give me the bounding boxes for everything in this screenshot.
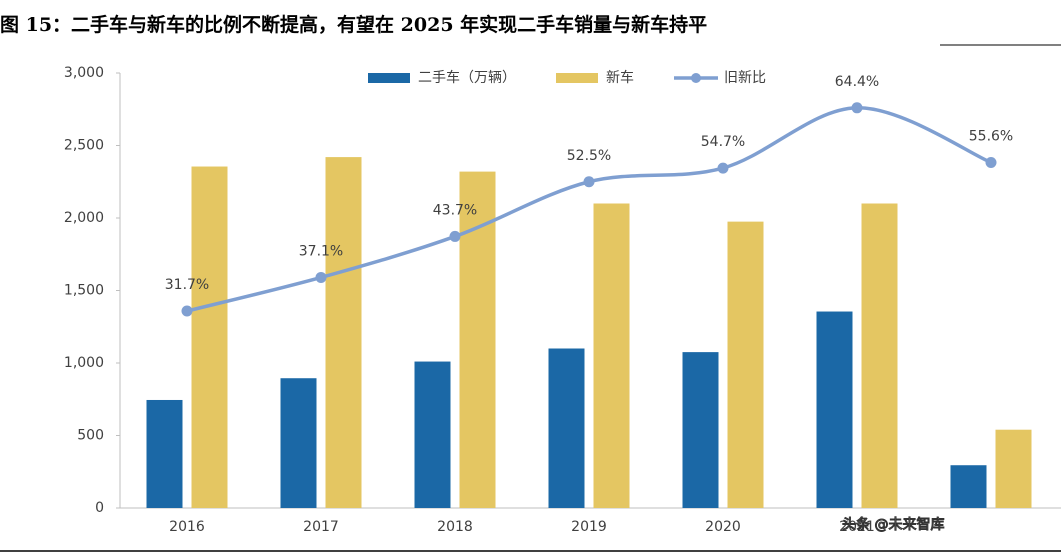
y-tick-label: 1,500 [64, 283, 104, 299]
bar [727, 221, 764, 508]
bar [191, 166, 228, 508]
x-tick-label: 2017 [303, 519, 339, 535]
x-tick-label: 2020 [705, 519, 741, 535]
bar [146, 399, 183, 508]
legend-swatch [556, 73, 598, 83]
data-label: 43.7% [433, 202, 477, 218]
y-tick-label: 500 [77, 428, 104, 444]
watermark: 头条 @未来智库 [842, 516, 944, 533]
chart-title: 图 15：二手车与新车的比例不断提高，有望在 2025 年实现二手车销量与新车持… [0, 13, 707, 36]
legend-swatch [368, 73, 410, 83]
legend-label: 二手车（万辆） [418, 69, 516, 86]
ratio-point [985, 156, 997, 168]
x-tick-label: 2016 [169, 519, 205, 535]
y-tick-label: 2,000 [64, 210, 104, 226]
data-label: 64.4% [835, 74, 879, 90]
x-tick-label: 2021 [839, 519, 875, 535]
bar [414, 361, 451, 508]
ratio-point [583, 176, 595, 188]
bar [280, 378, 317, 508]
data-label: 55.6% [969, 128, 1013, 144]
legend-label: 旧新比 [724, 70, 766, 86]
bar [325, 157, 362, 508]
bar [593, 203, 630, 508]
x-tick-label: 2018 [437, 519, 473, 535]
ratio-point [717, 162, 729, 174]
data-label: 52.5% [567, 148, 611, 164]
y-tick-label: 3,000 [64, 65, 104, 81]
bar [548, 348, 585, 508]
ratio-point [449, 230, 461, 242]
bar [816, 311, 853, 508]
y-tick-label: 1,000 [64, 355, 104, 371]
bar [861, 203, 898, 508]
data-label: 37.1% [299, 243, 343, 259]
bar [682, 352, 719, 508]
bar [950, 465, 987, 508]
x-tick-label: 2019 [571, 519, 607, 535]
bar [995, 429, 1032, 508]
ratio-point [315, 271, 327, 283]
ratio-point [181, 305, 193, 317]
legend-label: 新车 [606, 69, 634, 86]
legend-swatch-dot [691, 73, 701, 83]
ratio-point [851, 102, 863, 114]
y-tick-label: 2,500 [64, 138, 104, 154]
y-tick-label: 0 [95, 500, 104, 516]
data-label: 54.7% [701, 134, 745, 150]
data-label: 31.7% [165, 277, 209, 293]
